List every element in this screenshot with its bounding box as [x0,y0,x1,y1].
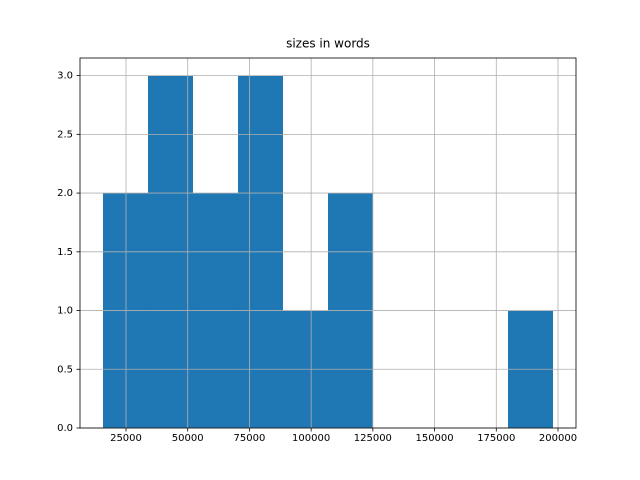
x-tick-label: 75000 [234,433,266,444]
chart-title: sizes in words [286,37,370,51]
y-tick-label: 0.5 [57,364,73,375]
y-tick-label: 0.0 [57,423,73,434]
x-tick-label: 150000 [415,433,453,444]
x-tick-label: 50000 [172,433,204,444]
y-tick-label: 1.5 [57,247,73,258]
x-tick-label: 25000 [110,433,142,444]
x-tick-label: 125000 [354,433,392,444]
x-tick-label: 100000 [292,433,330,444]
plot-frame [79,57,577,429]
y-tick-label: 2.0 [57,188,73,199]
y-tick-label: 1.0 [57,306,73,317]
y-tick-label: 2.5 [57,129,73,140]
x-tick-label: 175000 [477,433,515,444]
y-tick-label: 3.0 [57,71,73,82]
x-tick-label: 200000 [539,433,577,444]
